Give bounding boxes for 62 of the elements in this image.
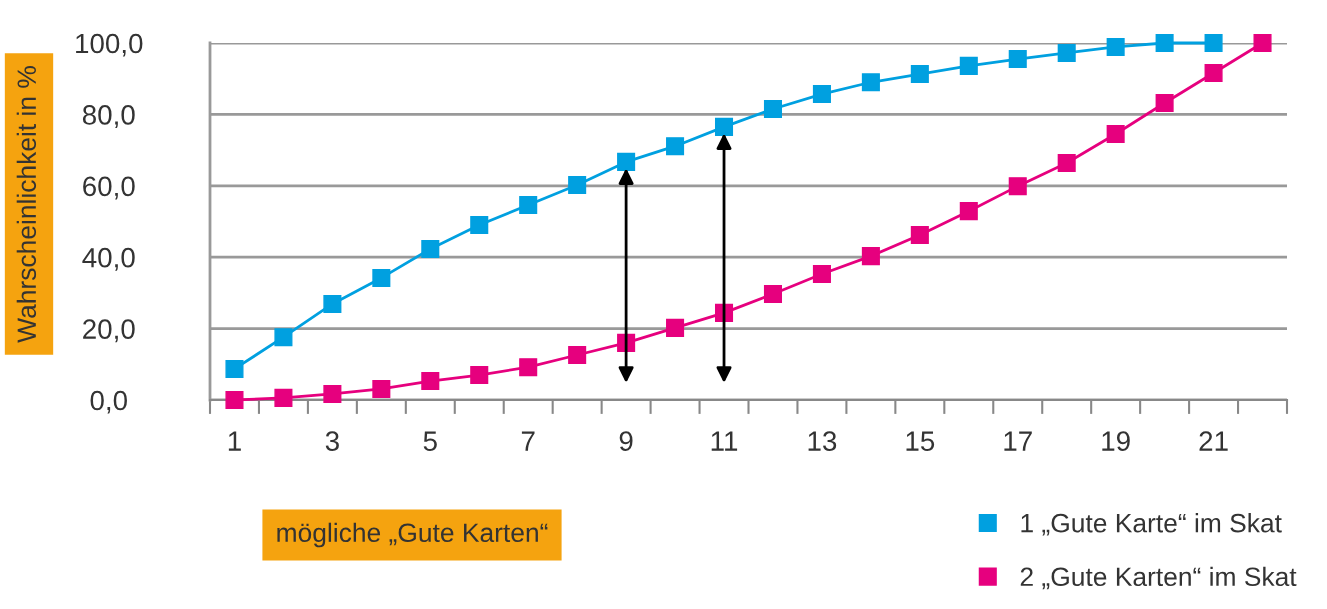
point (1106, 125, 1125, 144)
point (1057, 43, 1076, 63)
point (225, 359, 244, 378)
legend-label: 1 „Gute Karte“ im Skat (1021, 513, 1282, 536)
point (763, 284, 783, 303)
point (519, 358, 538, 377)
point (861, 73, 880, 92)
point (763, 100, 783, 119)
y-axis-title: Wahrscheinlichkeit in % (16, 66, 37, 343)
point (1155, 33, 1174, 53)
x-tick-label: 5 (423, 431, 437, 451)
point (1106, 37, 1125, 56)
point (959, 56, 978, 75)
point (225, 390, 244, 410)
point (274, 388, 293, 407)
point (470, 365, 489, 385)
point (714, 117, 734, 136)
point (1155, 93, 1174, 113)
point (519, 196, 538, 215)
point (1204, 33, 1223, 53)
x-tick-label: 21 (1199, 431, 1228, 451)
x-tick-label: 3 (325, 431, 339, 451)
point (372, 379, 391, 398)
y-tick-label: 80,0 (82, 105, 135, 129)
y-tick-label: 0,0 (90, 390, 127, 414)
x-tick-label: 15 (906, 431, 935, 451)
point (1008, 177, 1027, 196)
point (910, 226, 929, 245)
point (323, 384, 342, 403)
point (666, 318, 685, 337)
point (861, 247, 880, 266)
x-tick-label: 11 (711, 431, 738, 451)
x-tick-label: 19 (1102, 431, 1130, 451)
point (568, 176, 587, 195)
y-tick-label: 20,0 (83, 319, 135, 343)
point (1204, 63, 1223, 83)
point (470, 216, 489, 235)
x-tick-label: 17 (1004, 431, 1032, 451)
point (666, 137, 685, 156)
point (617, 152, 636, 171)
point (1057, 153, 1076, 172)
y-tick-label: 60,0 (83, 176, 135, 200)
point (421, 239, 440, 259)
point (274, 328, 293, 347)
point (910, 65, 929, 84)
x-tick-label: 13 (808, 431, 837, 451)
y-tick-label: 100,0 (76, 33, 143, 57)
x-tick-label: 7 (521, 431, 535, 451)
legend-label: 2 „Gute Karten“ im Skat (1020, 566, 1297, 590)
point (421, 372, 440, 391)
x-axis-title: mögliche „Gute Karten“ (277, 522, 548, 548)
point (323, 294, 342, 313)
point (812, 85, 831, 104)
y-tick-label: 40,0 (82, 247, 135, 271)
point (1253, 33, 1272, 53)
point (372, 268, 391, 287)
point (959, 202, 978, 221)
point (812, 264, 831, 284)
x-tick-label: 9 (619, 431, 633, 451)
x-tick-label: 1 (228, 431, 241, 451)
point (568, 345, 587, 365)
point (1008, 50, 1027, 69)
